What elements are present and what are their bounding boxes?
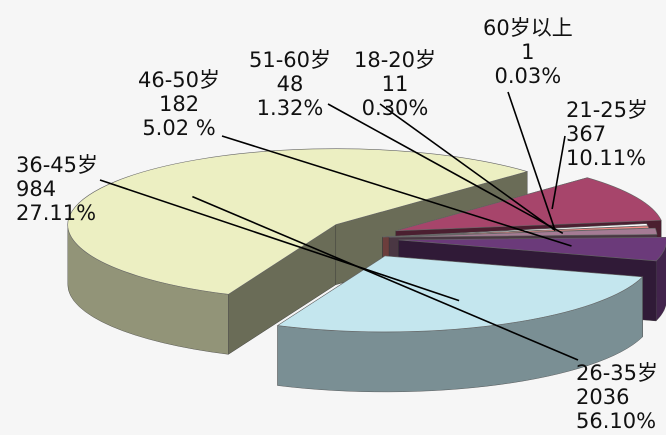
label-category: 60岁以上 (483, 16, 573, 40)
slice-top-2 (276, 255, 644, 333)
label-count: 984 (16, 177, 57, 201)
leader-line-4 (327, 103, 564, 235)
slice-tops (67, 148, 666, 333)
label-count: 11 (381, 72, 409, 96)
leader-line-5 (379, 103, 556, 232)
slice-top-4 (389, 227, 658, 238)
leader-line-1 (192, 195, 579, 361)
label-46-50: 46-50岁 182 5.02 % (138, 68, 220, 140)
label-category: 26-35岁 (576, 361, 659, 385)
label-percent: 10.11% (566, 146, 647, 170)
leader-line-3 (221, 135, 572, 247)
label-21-25: 21-25岁 367 10.11% (566, 98, 648, 170)
label-36-45: 36-45岁 984 27.11% (16, 153, 98, 225)
slice-top-1 (67, 148, 529, 295)
label-51-60: 51-60岁 48 1.32% (249, 48, 331, 120)
leader-line-2 (99, 179, 460, 302)
label-18-20: 18-20岁 11 0.30% (354, 48, 436, 120)
label-category: 21-25岁 (566, 98, 649, 122)
leader-lines (99, 91, 579, 361)
label-category: 18-20岁 (354, 48, 437, 72)
label-count: 48 (276, 72, 304, 96)
label-percent: 1.32% (256, 96, 324, 120)
label-category: 51-60岁 (249, 48, 332, 72)
label-category: 46-50岁 (138, 68, 221, 92)
label-count: 367 (566, 122, 607, 146)
label-percent: 5.02 % (142, 116, 216, 140)
label-count: 2036 (576, 385, 630, 409)
label-26-35: 26-35岁 2036 56.10% (576, 361, 658, 433)
leader-line-6 (507, 91, 556, 230)
leader-line-0 (551, 135, 566, 210)
slice-top-6 (382, 223, 649, 238)
label-count: 1 (521, 40, 535, 64)
label-percent: 0.30% (361, 96, 429, 120)
label-percent: 0.03% (494, 64, 562, 88)
label-category: 36-45岁 (16, 153, 99, 177)
label-count: 182 (158, 92, 200, 116)
slice-top-3 (398, 236, 666, 262)
label-60-plus: 60岁以上 1 0.03% (483, 16, 573, 88)
label-percent: 56.10% (576, 409, 657, 433)
label-percent: 27.11% (16, 201, 97, 225)
slice-top-0 (395, 177, 662, 232)
